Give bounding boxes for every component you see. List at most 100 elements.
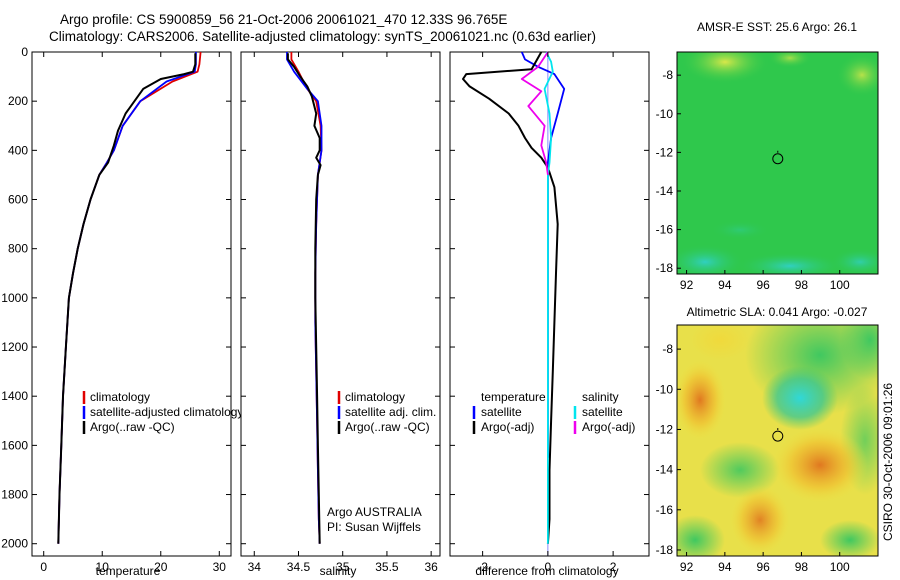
sla-map-frame — [676, 324, 879, 557]
x-tick-label: 34.5 — [287, 560, 311, 574]
difference-series-group — [450, 51, 649, 556]
sla-argo-location-marker — [772, 428, 784, 442]
lat-tick-label: -14 — [656, 184, 674, 198]
x-tick-label: 34 — [248, 560, 262, 574]
legend-label-sal-satellite: satellite adj. clim. — [345, 405, 436, 419]
difference-profile-series-salinity-argo-adj- — [520, 51, 549, 176]
sst-lat-ticks: -8 -10 -12 -14 -16 -18 — [656, 68, 681, 275]
sla-map-title: Altimetric SLA: 0.041 Argo: -0.027 — [687, 305, 868, 319]
salinity-axis-ticks: 34 34.5 35 35.5 36 — [248, 52, 438, 574]
legend-label-sal-argo: Argo(..raw -QC) — [345, 420, 430, 434]
salinity-series-group — [241, 51, 440, 545]
temperature-profile-series-argo-raw-qc- — [57, 53, 197, 544]
x-tick-label: 30 — [213, 560, 227, 574]
depth-tick-label: 1400 — [1, 389, 28, 403]
depth-tick-label: 800 — [8, 242, 28, 256]
sst-map-panel: AMSR-E SST: 25.6 Argo: 26.1 92 94 96 98 100 … — [656, 20, 879, 292]
sla-lat-ticks: -8 -10 -12 -14 -16 -18 — [656, 342, 681, 557]
annotation-pi-name: PI: Susan Wijffels — [327, 520, 421, 534]
legend-label-climatology: climatology — [90, 390, 150, 404]
legend-label-temp-argo: Argo(-adj) — [481, 420, 534, 434]
sla-lon-ticks: 92 94 96 98 100 — [680, 552, 850, 574]
lat-tick-label: -16 — [656, 223, 674, 237]
depth-tick-label: 0 — [21, 45, 28, 59]
x-tick-label: 2 — [610, 560, 617, 574]
salinity-xlabel: salinity — [320, 564, 357, 578]
salinity-legend: climatology satellite adj. clim. Argo(..… — [337, 390, 436, 434]
depth-tick-label: 1200 — [1, 340, 28, 354]
salinity-profile-series-argo-raw-qc- — [286, 53, 322, 544]
legend-header-temperature: temperature — [481, 390, 546, 404]
difference-legend: temperature satellite Argo(-adj) salinit… — [472, 390, 635, 434]
lon-tick-label: 98 — [795, 560, 809, 574]
difference-profile-series-temperature-argo-adj- — [462, 51, 559, 544]
sst-argo-location-marker — [772, 150, 784, 165]
lat-tick-label: -18 — [656, 543, 674, 557]
lat-tick-label: -18 — [656, 261, 674, 275]
x-tick-label: 35.5 — [375, 560, 399, 574]
lat-tick-label: -16 — [656, 503, 674, 517]
depth-tick-label: 2000 — [1, 537, 28, 551]
lat-tick-label: -12 — [656, 422, 674, 436]
side-timestamp-label: CSIRO 30-Oct-2006 09:01:26 — [881, 383, 895, 541]
lon-tick-label: 100 — [830, 560, 850, 574]
legend-label-argo: Argo(..raw -QC) — [90, 420, 175, 434]
depth-axis-ticks: 0 200 400 600 800 1000 1200 1400 1600 1800 2000 — [1, 45, 28, 551]
lon-tick-label: 100 — [830, 278, 850, 292]
temperature-legend: climatology satellite-adjusted climatolo… — [82, 390, 243, 434]
depth-tick-label: 600 — [8, 193, 28, 207]
sst-map-frame — [676, 51, 879, 275]
legend-header-salinity: salinity — [582, 390, 619, 404]
sst-map-field — [677, 52, 878, 274]
lat-tick-label: -8 — [662, 342, 673, 356]
lat-tick-label: -10 — [656, 107, 674, 121]
x-tick-label: 36 — [424, 560, 438, 574]
lon-tick-label: 96 — [756, 278, 770, 292]
salinity-panel: 34 34.5 35 35.5 36 salinity climatology sate… — [240, 51, 441, 578]
x-tick-label: 10 — [96, 560, 110, 574]
salinity-plot-frame — [240, 51, 441, 557]
difference-panel: -2 0 2 difference from climatology tempera… — [449, 51, 650, 578]
sst-lon-ticks: 92 94 96 98 100 — [680, 270, 850, 292]
depth-tick-label: 1800 — [1, 488, 28, 502]
lon-tick-label: 92 — [680, 560, 694, 574]
x-tick-label: 20 — [154, 560, 168, 574]
figure-title-line1: Argo profile: CS 5900859_56 21-Oct-2006 … — [60, 12, 508, 27]
depth-tick-label: 1000 — [1, 291, 28, 305]
lon-tick-label: 92 — [680, 278, 694, 292]
temperature-plot-frame — [31, 51, 232, 557]
temperature-axis-ticks: 0 10 20 30 — [40, 52, 226, 574]
legend-label-sal-sat: satellite — [582, 405, 623, 419]
argo-float-position — [772, 430, 784, 442]
lat-tick-label: -8 — [662, 68, 673, 82]
sla-map-field — [677, 325, 878, 556]
sla-map-panel: Altimetric SLA: 0.041 Argo: -0.027 92 94 9… — [656, 305, 879, 574]
lon-tick-label: 94 — [718, 560, 732, 574]
legend-label-temp-satellite: satellite — [481, 405, 522, 419]
lat-tick-label: -12 — [656, 145, 674, 159]
legend-label-sal-argo-adj: Argo(-adj) — [582, 420, 635, 434]
lon-tick-label: 98 — [795, 278, 809, 292]
legend-label-sal-climatology: climatology — [345, 390, 405, 404]
sst-map-title: AMSR-E SST: 25.6 Argo: 26.1 — [697, 20, 857, 34]
x-tick-label: 0 — [40, 560, 47, 574]
temperature-panel: 0 200 400 600 800 1000 1200 1400 1600 1800 2000 0 1… — [1, 45, 243, 578]
x-tick-label: 35 — [336, 560, 350, 574]
lat-tick-label: -10 — [656, 382, 674, 396]
lon-tick-label: 94 — [718, 278, 732, 292]
x-tick-label: 0 — [545, 560, 552, 574]
temperature-xlabel: temperature — [96, 564, 161, 578]
figure-title-line2: Climatology: CARS2006. Satellite-adjuste… — [49, 29, 597, 44]
difference-xlabel: difference from climatology — [475, 564, 618, 578]
lon-tick-label: 96 — [756, 560, 770, 574]
annotation-argo-australia: Argo AUSTRALIA — [327, 505, 422, 519]
legend-label-satellite-adjusted: satellite-adjusted climatology — [90, 405, 243, 419]
depth-tick-label: 200 — [8, 94, 28, 108]
depth-tick-label: 1600 — [1, 438, 28, 452]
lat-tick-label: -14 — [656, 463, 674, 477]
depth-tick-label: 400 — [8, 143, 28, 157]
temperature-series-group — [32, 51, 231, 545]
argo-float-position — [772, 153, 784, 165]
difference-axis-ticks: -2 0 2 — [477, 52, 617, 574]
